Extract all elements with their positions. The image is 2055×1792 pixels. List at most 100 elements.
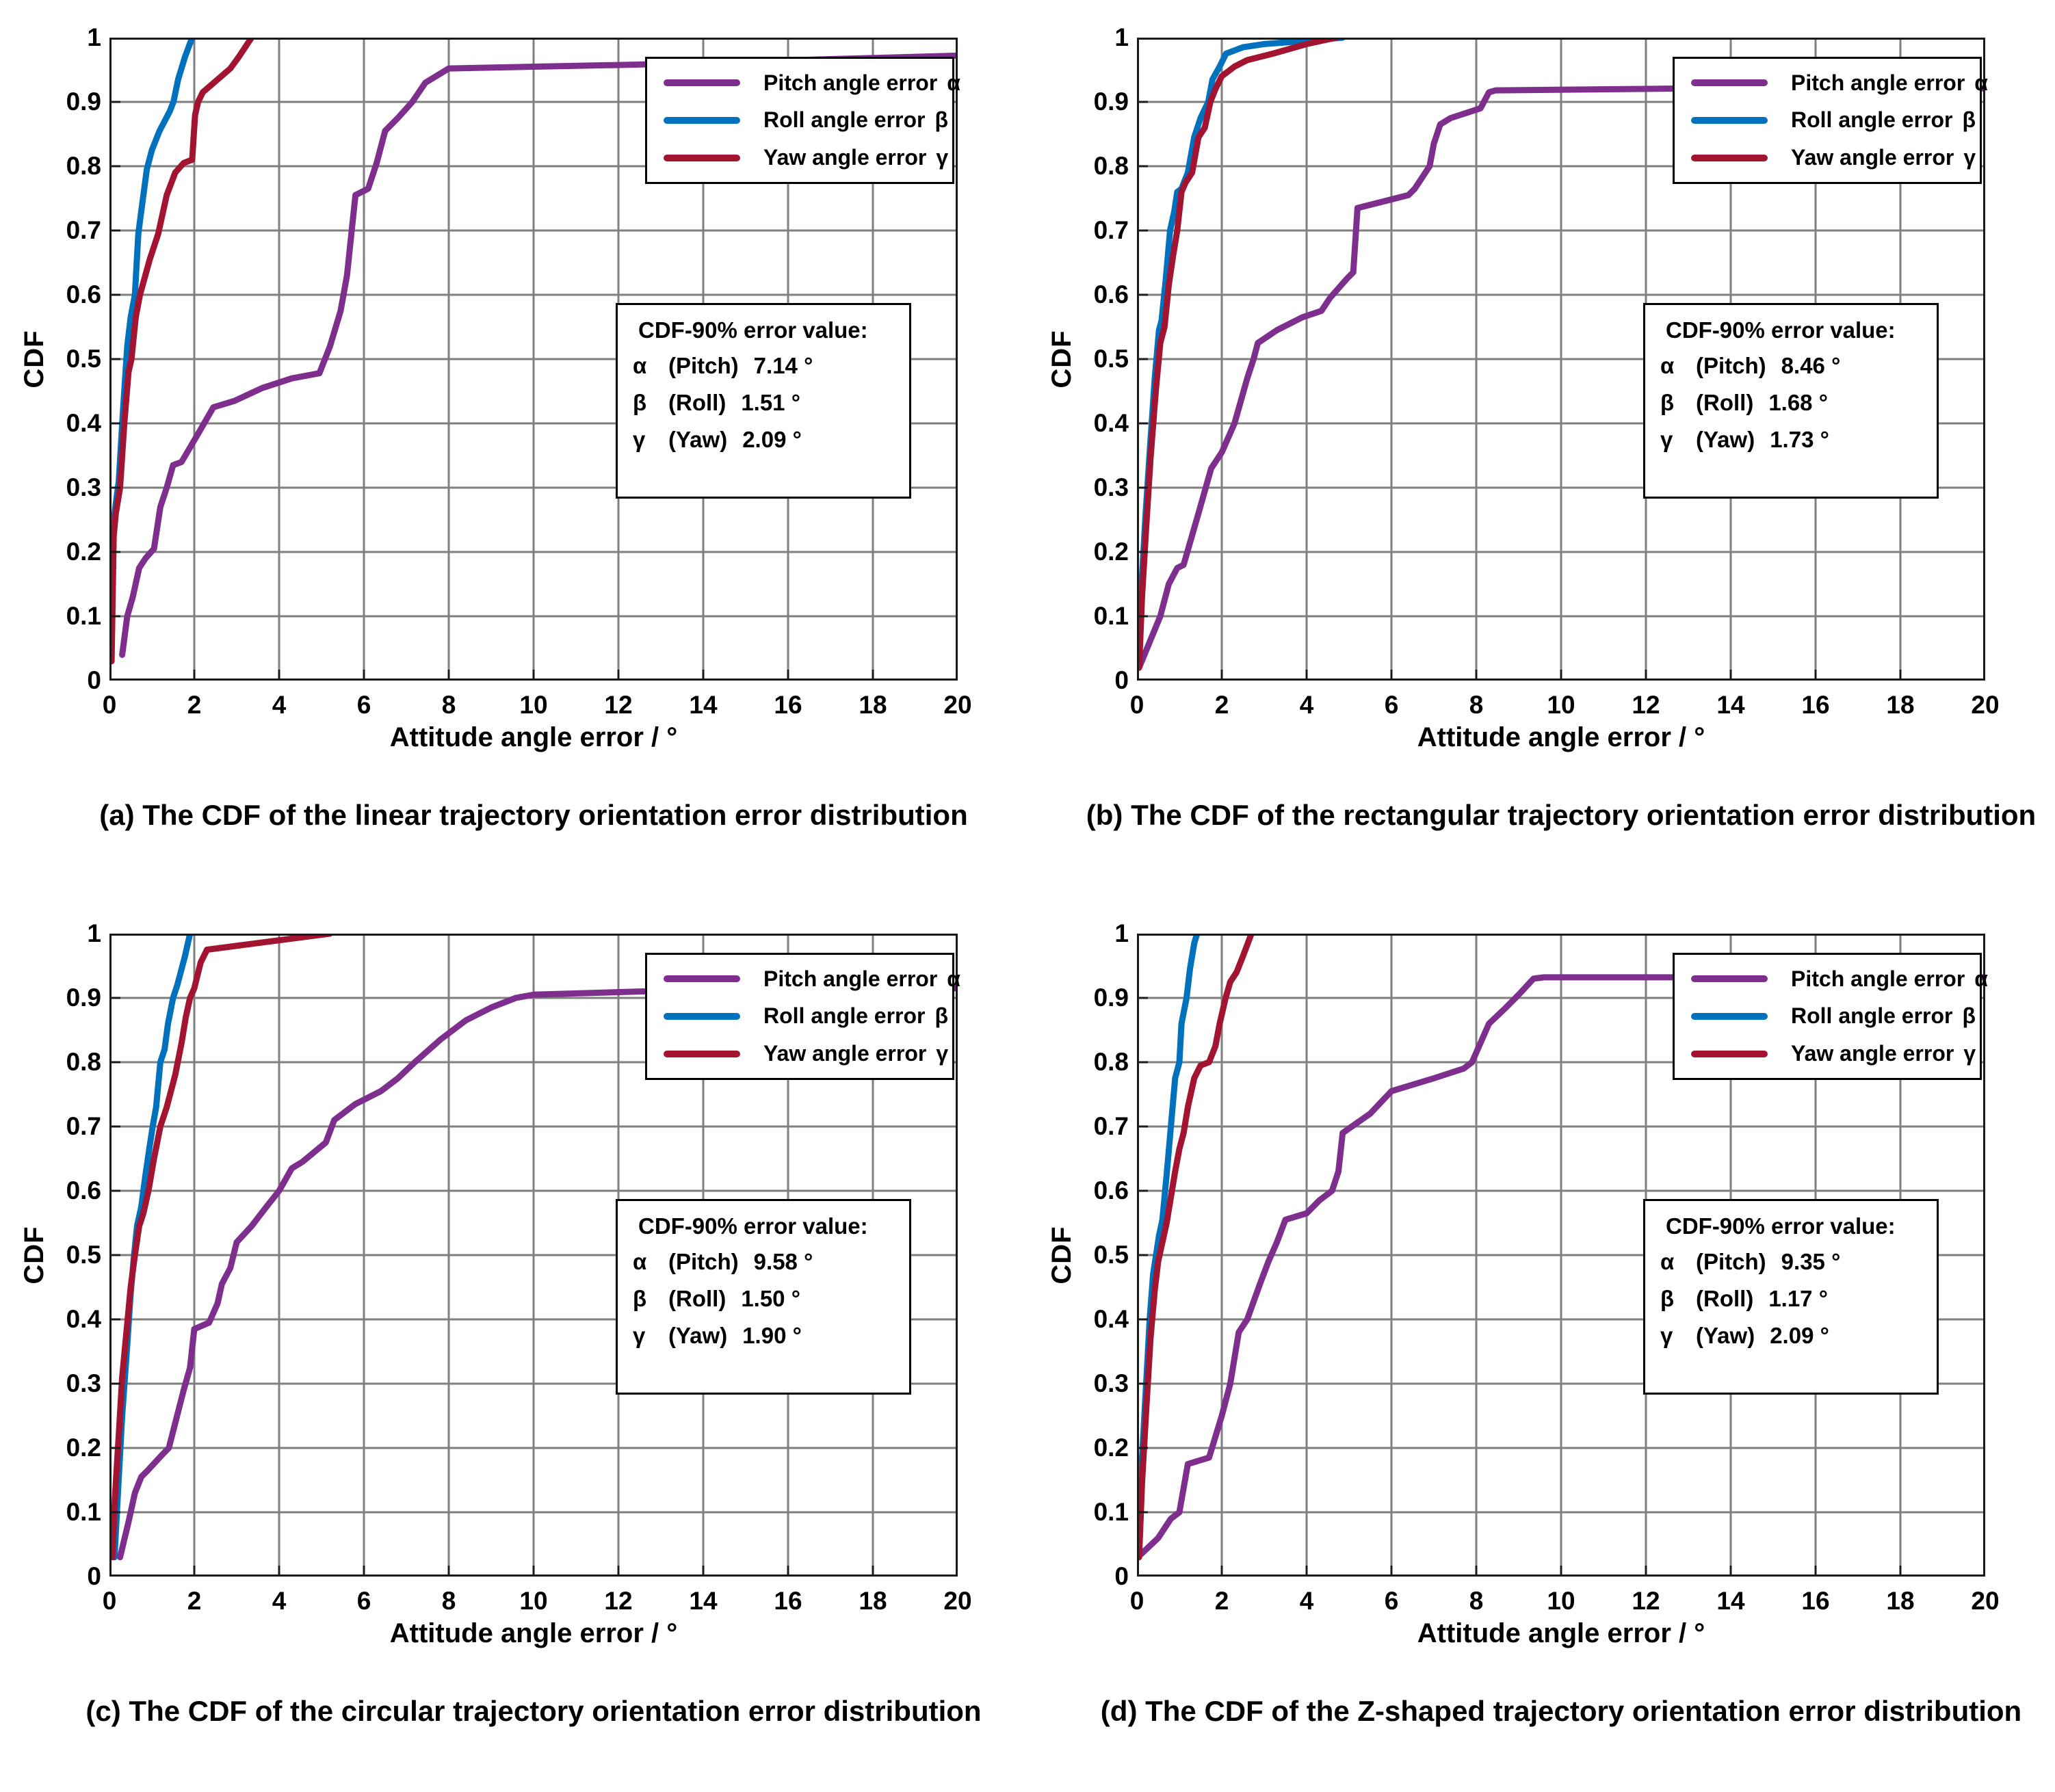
legend-symbol-gamma: γ	[1963, 145, 1976, 170]
x-tick-label: 0	[1129, 1587, 1144, 1615]
y-axis-title: CDF	[1047, 1226, 1077, 1284]
x-tick-label: 16	[774, 1587, 802, 1615]
y-tick-label: 0.6	[1093, 1176, 1129, 1204]
beta-symbol: β	[1660, 1286, 1675, 1311]
annotation-row-pitch: α (Pitch) 7.14 °	[633, 353, 909, 379]
legend-label-yaw: Yaw angle error	[1791, 1041, 1954, 1066]
y-tick-label: 0.4	[1093, 1305, 1129, 1333]
legend-symbol-beta: β	[1962, 107, 1976, 133]
legend-symbol-alpha: α	[947, 70, 960, 95]
x-tick-label: 6	[1384, 1587, 1399, 1615]
annotation-box: CDF-90% error value: α (Pitch) 7.14 ° β (Ro…	[616, 303, 911, 499]
x-tick-label: 2	[187, 1587, 202, 1615]
x-tick-label: 0	[102, 691, 117, 719]
y-tick-label: 0.7	[66, 216, 101, 244]
annotation-title: CDF-90% error value:	[638, 1213, 868, 1239]
annotation-row-yaw: γ (Yaw) 1.90 °	[633, 1323, 909, 1349]
pitch-line-swatch	[1691, 975, 1768, 983]
annotation-row-pitch: α (Pitch) 8.46 °	[1660, 353, 1937, 379]
pitch-90pct-value: 8.46 °	[1781, 353, 1841, 378]
x-tick-label: 0	[1129, 691, 1144, 719]
yaw-axis-label: (Yaw)	[668, 1323, 728, 1348]
roll-90pct-value: 1.68 °	[1768, 390, 1828, 415]
legend-symbol-gamma: γ	[1963, 1041, 1976, 1066]
legend-box: Pitch angle error α Roll angle error β Yaw…	[1673, 57, 1988, 184]
x-tick-label: 12	[1632, 691, 1660, 719]
x-tick-label: 12	[604, 691, 633, 719]
y-tick-label: 0.6	[66, 280, 101, 308]
y-tick-label: 0	[87, 1562, 101, 1590]
legend-item-pitch: Pitch angle error α	[664, 70, 960, 96]
legend-item-roll: Roll angle error β	[664, 107, 952, 133]
annotation-title: CDF-90% error value:	[638, 317, 868, 343]
roll-90pct-value: 1.17 °	[1768, 1286, 1828, 1311]
beta-symbol: β	[1660, 390, 1675, 415]
x-tick-label: 4	[272, 1587, 287, 1615]
legend-item-roll: Roll angle error β	[664, 1003, 952, 1029]
annotation-row-roll: β (Roll) 1.51 °	[633, 390, 909, 416]
y-tick-label: 0	[1114, 1562, 1129, 1590]
pitch-line-swatch	[664, 79, 740, 87]
x-axis-title: Attitude angle error / °	[389, 1618, 678, 1648]
legend-symbol-alpha: α	[1974, 70, 1988, 95]
x-tick-label: 14	[689, 691, 718, 719]
legend-label-pitch: Pitch angle error	[763, 966, 938, 991]
y-tick-label: 0.9	[1093, 984, 1129, 1012]
x-tick-label: 6	[1384, 691, 1399, 719]
x-tick-label: 18	[1886, 691, 1915, 719]
x-tick-label: 4	[1299, 691, 1314, 719]
pitch-axis-label: (Pitch)	[668, 1249, 739, 1274]
alpha-symbol: α	[1660, 353, 1675, 378]
yaw-line-swatch	[1691, 154, 1768, 161]
legend-box: Pitch angle error α Roll angle error β Yaw…	[645, 57, 960, 184]
pitch-90pct-value: 7.14 °	[753, 353, 813, 378]
x-tick-label: 8	[441, 691, 456, 719]
gamma-symbol: γ	[633, 1323, 646, 1348]
alpha-symbol: α	[633, 1249, 647, 1274]
plot-area: Pitch angle error α Roll angle error β Yaw…	[1137, 38, 1988, 681]
legend-item-pitch: Pitch angle error α	[1691, 70, 1988, 96]
x-axis-title: Attitude angle error / °	[389, 722, 678, 752]
y-tick-label: 0.5	[1093, 345, 1129, 373]
legend-symbol-alpha: α	[947, 966, 960, 991]
x-tick-label: 2	[187, 691, 202, 719]
legend-item-yaw: Yaw angle error γ	[664, 145, 952, 170]
legend-label-yaw: Yaw angle error	[763, 145, 927, 170]
x-tick-label: 14	[1716, 1587, 1745, 1615]
x-tick-label: 4	[1299, 1587, 1314, 1615]
x-axis-title: Attitude angle error / °	[1417, 722, 1705, 752]
yaw-axis-label: (Yaw)	[1696, 427, 1755, 452]
x-tick-label: 20	[943, 1587, 972, 1615]
y-tick-label: 1	[87, 919, 101, 947]
alpha-symbol: α	[1660, 1249, 1675, 1274]
y-tick-label: 0.1	[1093, 1498, 1129, 1526]
y-tick-label: 0.6	[1093, 280, 1129, 308]
y-tick-label: 0.5	[1093, 1241, 1129, 1269]
y-tick-label: 0	[87, 666, 101, 694]
x-tick-label: 10	[1547, 691, 1575, 719]
x-tick-label: 18	[1886, 1587, 1915, 1615]
annotation-row-yaw: γ (Yaw) 2.09 °	[1660, 1323, 1937, 1349]
y-tick-label: 0.1	[66, 1498, 101, 1526]
yaw-90pct-value: 1.90 °	[742, 1323, 802, 1348]
annotation-title: CDF-90% error value:	[1666, 317, 1896, 343]
roll-line-swatch	[664, 116, 740, 124]
cdf-panel: CDF Pitch angle error α Roll angle error β…	[0, 0, 1028, 896]
y-axis-title: CDF	[1047, 330, 1077, 388]
y-tick-label: 0.3	[1093, 1369, 1129, 1397]
y-tick-label: 1	[87, 23, 101, 51]
x-tick-label: 10	[519, 1587, 548, 1615]
x-tick-label: 12	[1632, 1587, 1660, 1615]
pitch-axis-label: (Pitch)	[1696, 353, 1766, 378]
y-axis-title: CDF	[19, 1226, 50, 1284]
cdf-panel: CDF Pitch angle error α Roll angle error β…	[0, 896, 1028, 1792]
y-tick-label: 0	[1114, 666, 1129, 694]
x-tick-label: 12	[604, 1587, 633, 1615]
y-tick-label: 0.9	[66, 984, 101, 1012]
x-tick-label: 2	[1214, 1587, 1229, 1615]
legend-label-yaw: Yaw angle error	[763, 1041, 927, 1066]
y-tick-label: 0.6	[66, 1176, 101, 1204]
roll-90pct-value: 1.50 °	[741, 1286, 800, 1311]
y-tick-label: 0.4	[1093, 409, 1129, 437]
